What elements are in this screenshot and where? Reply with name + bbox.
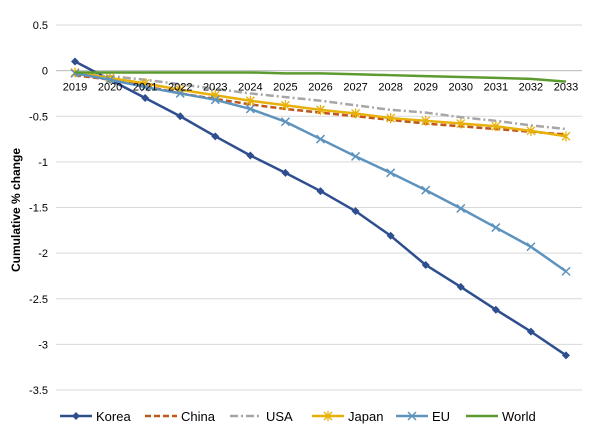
point-eu [245, 104, 255, 114]
point-eu [456, 203, 466, 213]
legend-item-usa: USA [230, 409, 293, 424]
legend-item-china: China [145, 409, 216, 424]
x-tick-label: 2022 [168, 82, 192, 94]
point-korea [71, 57, 79, 66]
y-tick-label: -2 [38, 248, 48, 260]
x-tick-label: 2020 [98, 82, 122, 94]
x-tick-label: 2030 [449, 82, 473, 94]
point-eu [280, 117, 290, 127]
x-tick-label: 2024 [238, 82, 262, 94]
legend-label-world: World [502, 409, 536, 424]
y-tick-label: -3 [38, 339, 48, 351]
series-lines [70, 57, 571, 360]
legend-item-world: World [466, 409, 536, 424]
point-japan [386, 113, 396, 124]
series-world [75, 71, 567, 83]
legend-label-usa: USA [266, 409, 293, 424]
y-tick-label: 0.5 [33, 20, 48, 32]
gridlines [56, 24, 582, 391]
y-axis-label: Cumulative % change [9, 148, 23, 272]
y-tick-label: -0.5 [29, 111, 48, 123]
legend-item-japan: Japan [312, 409, 383, 424]
point-japan [526, 125, 536, 136]
point-korea [421, 260, 430, 269]
point-korea [176, 112, 185, 121]
point-eu [421, 185, 431, 195]
x-tick-label: 2028 [378, 82, 402, 94]
x-tick-label: 2033 [554, 82, 578, 94]
x-tick-label: 2031 [484, 82, 508, 94]
y-tick-label: -3.5 [29, 385, 48, 397]
legend-marker-japan [323, 411, 333, 421]
y-tick-label: 0 [42, 66, 48, 78]
y-tick-label: -1 [38, 157, 48, 169]
point-eu [491, 223, 501, 233]
point-korea [351, 207, 360, 216]
point-japan [456, 118, 466, 129]
legend-label-china: China [181, 409, 216, 424]
point-korea [562, 351, 570, 360]
point-korea [211, 132, 220, 141]
point-japan [280, 100, 290, 111]
y-tick-label: -1.5 [29, 203, 48, 215]
legend-item-korea: Korea [60, 409, 131, 424]
x-tick-label: 2029 [413, 82, 437, 94]
point-eu [315, 134, 326, 144]
y-axis-ticks: 0.5 0 -0.5 -1 -1.5 -2 -2.5 -3 -3.5 [29, 20, 48, 397]
point-korea [386, 231, 395, 240]
x-tick-label: 2021 [133, 82, 157, 94]
legend-marker-eu [407, 411, 417, 421]
legend-marker-korea [72, 412, 80, 420]
point-eu [351, 151, 361, 161]
x-tick-label: 2019 [63, 82, 87, 94]
y-tick-label: -2.5 [29, 294, 48, 306]
x-tick-label: 2026 [308, 82, 332, 94]
series-line-usa [74, 72, 567, 131]
point-eu [561, 266, 571, 276]
point-japan [491, 121, 501, 132]
point-eu [175, 88, 185, 98]
point-japan [421, 115, 431, 126]
point-japan [316, 104, 325, 115]
point-eu [210, 95, 220, 105]
x-tick-label: 2027 [343, 82, 367, 94]
point-japan [351, 108, 361, 119]
series-usa [74, 72, 567, 131]
legend-label-korea: Korea [96, 409, 131, 424]
point-korea [141, 94, 150, 102]
legend: Korea China USA Japan EU World [60, 409, 536, 424]
point-eu [140, 82, 150, 92]
point-japan [561, 131, 571, 142]
point-korea [491, 305, 500, 314]
point-korea [456, 282, 465, 291]
point-eu [386, 168, 396, 178]
point-korea [246, 151, 255, 160]
legend-item-eu: EU [396, 409, 450, 424]
point-korea [526, 327, 535, 336]
legend-label-japan: Japan [348, 409, 383, 424]
series-line-world [75, 71, 567, 83]
x-tick-label: 2023 [203, 82, 227, 94]
legend-label-eu: EU [432, 409, 450, 424]
point-japan [245, 95, 255, 106]
point-korea [316, 187, 325, 196]
x-axis-ticks: 2019 2020 2021 2022 2023 2024 2025 2026 2027 2028… [63, 82, 578, 94]
x-tick-label: 2025 [273, 82, 297, 94]
x-tick-label: 2032 [519, 82, 543, 94]
point-eu [105, 75, 115, 85]
point-korea [281, 168, 290, 177]
point-eu [526, 242, 536, 252]
